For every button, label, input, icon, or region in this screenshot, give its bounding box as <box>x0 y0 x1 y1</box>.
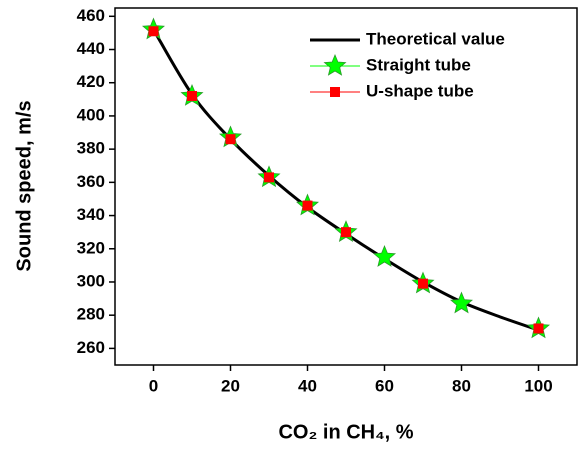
plot-frame <box>114 7 578 366</box>
y-tick-label: 400 <box>77 105 105 124</box>
square-marker <box>302 200 313 211</box>
legend-label: Theoretical value <box>366 29 505 48</box>
square-marker <box>225 134 236 145</box>
x-tick-label: 0 <box>149 376 158 395</box>
y-tick-label: 360 <box>77 172 105 191</box>
square-marker <box>341 227 351 238</box>
square-marker <box>533 323 544 334</box>
y-tick-label: 460 <box>77 6 105 25</box>
x-tick-label: 20 <box>221 376 240 395</box>
y-tick-label: 260 <box>77 338 105 357</box>
x-axis-title: CO₂ in CH₄, % <box>278 421 413 443</box>
y-tick-label: 340 <box>77 205 105 224</box>
star-marker <box>372 245 397 267</box>
x-tick-label: 40 <box>298 376 317 395</box>
y-tick-label: 280 <box>77 305 105 324</box>
legend-label: Straight tube <box>366 55 471 74</box>
y-tick-label: 320 <box>77 238 105 257</box>
y-tick-label: 380 <box>77 139 105 158</box>
y-axis-title: Sound speed, m/s <box>13 100 35 271</box>
star-marker <box>449 291 474 314</box>
legend-star <box>323 53 347 76</box>
x-tick-label: 100 <box>524 376 552 395</box>
x-tick-label: 60 <box>375 376 394 395</box>
square-marker <box>148 26 159 37</box>
y-tick-label: 420 <box>77 72 105 91</box>
square-marker <box>418 278 428 289</box>
legend-label: U-shape tube <box>366 81 474 100</box>
legend-square <box>330 87 340 97</box>
theory-line <box>152 28 539 332</box>
y-tick-label: 300 <box>77 271 105 290</box>
x-tick-label: 80 <box>452 376 471 395</box>
square-marker <box>187 91 197 102</box>
y-tick-label: 440 <box>77 39 105 58</box>
square-marker <box>264 172 274 183</box>
